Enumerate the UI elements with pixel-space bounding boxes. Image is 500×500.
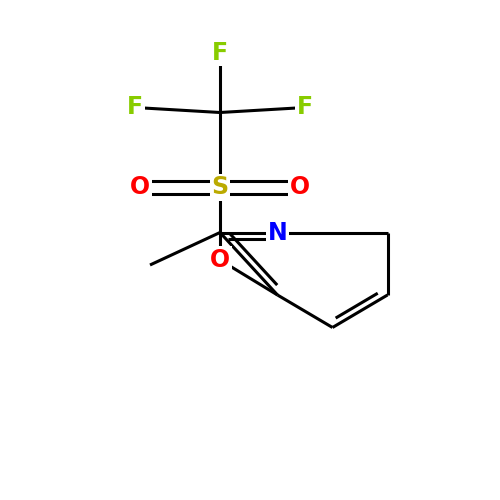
Text: O: O [130, 176, 150, 200]
Text: F: F [297, 96, 313, 120]
Text: F: F [127, 96, 143, 120]
Text: S: S [212, 176, 228, 200]
Text: O: O [210, 248, 230, 272]
Text: O: O [290, 176, 310, 200]
Text: F: F [212, 40, 228, 64]
Text: N: N [268, 220, 287, 244]
